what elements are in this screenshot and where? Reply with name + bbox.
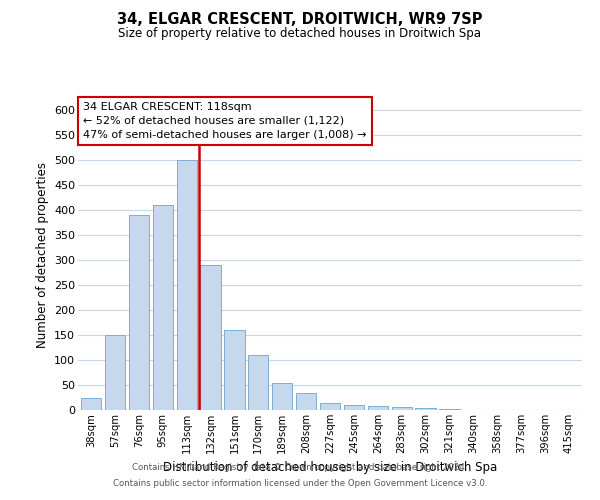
Bar: [176, 160, 197, 410]
Text: 34 ELGAR CRESCENT: 118sqm
← 52% of detached houses are smaller (1,122)
47% of se: 34 ELGAR CRESCENT: 118sqm ← 52% of detac…: [83, 102, 367, 140]
Bar: [296, 392, 316, 410]
Bar: [392, 407, 412, 410]
Text: Contains HM Land Registry data © Crown copyright and database right 2024.: Contains HM Land Registry data © Crown c…: [132, 464, 468, 472]
Bar: [152, 205, 173, 410]
Bar: [200, 265, 221, 410]
Bar: [320, 402, 340, 410]
Bar: [105, 335, 125, 410]
Bar: [81, 398, 101, 410]
Bar: [272, 382, 292, 410]
Bar: [224, 330, 245, 410]
Y-axis label: Number of detached properties: Number of detached properties: [35, 162, 49, 348]
X-axis label: Distribution of detached houses by size in Droitwich Spa: Distribution of detached houses by size …: [163, 462, 497, 474]
Bar: [129, 215, 149, 410]
Bar: [368, 406, 388, 410]
Text: Size of property relative to detached houses in Droitwich Spa: Size of property relative to detached ho…: [119, 28, 482, 40]
Bar: [415, 408, 436, 410]
Text: Contains public sector information licensed under the Open Government Licence v3: Contains public sector information licen…: [113, 478, 487, 488]
Bar: [439, 409, 460, 410]
Bar: [344, 405, 364, 410]
Bar: [248, 355, 268, 410]
Text: 34, ELGAR CRESCENT, DROITWICH, WR9 7SP: 34, ELGAR CRESCENT, DROITWICH, WR9 7SP: [117, 12, 483, 28]
